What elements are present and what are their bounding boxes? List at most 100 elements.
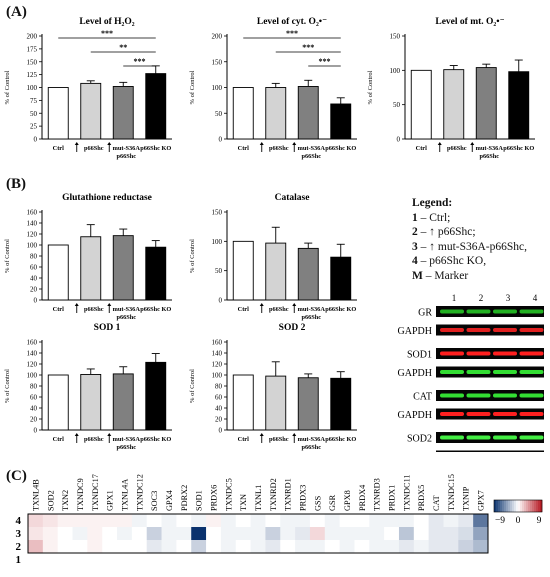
colorbar-cell xyxy=(514,500,517,512)
bar xyxy=(145,246,167,301)
chart-h2o2: Level of H₂O₂ % of Control 0 25 50 75 100 125 15… xyxy=(4,17,172,160)
heatmap-cell xyxy=(250,540,266,554)
lane-label: 2 xyxy=(479,293,484,303)
heatmap-column-label: TXNL4A xyxy=(120,479,129,511)
y-tick-label: 50 xyxy=(30,110,38,118)
x-tick-label: p66Shc KO xyxy=(325,306,356,313)
heatmap-cell xyxy=(102,540,118,554)
colorbar-cell xyxy=(540,500,543,512)
heatmap-cell xyxy=(443,553,459,567)
heatmap-cell xyxy=(280,527,296,541)
heatmap-column-label: TXN2 xyxy=(61,490,70,511)
heatmap-cell xyxy=(473,553,489,567)
heatmap-cell xyxy=(250,514,266,528)
y-axis-label: % of Control xyxy=(4,70,11,104)
colorbar-cell xyxy=(516,500,519,512)
heatmap-cell xyxy=(191,553,207,567)
blot-row-label: SOD2 xyxy=(407,434,432,445)
heatmap-cell xyxy=(42,514,59,528)
y-tick-label: 100 xyxy=(390,67,401,75)
chart-sod1: SOD 1 % of Control 0 20 40 60 80 100 120 140 160 Ct… xyxy=(4,323,172,451)
bar xyxy=(297,86,319,140)
x-tick-label: mut-S36A xyxy=(113,306,141,313)
y-tick-label: 20 xyxy=(30,416,38,424)
lane-label: 4 xyxy=(533,293,538,303)
heatmap-cell xyxy=(87,514,103,528)
y-axis-label: % of Control xyxy=(189,70,196,104)
heatmap-cell xyxy=(324,527,341,541)
colorbar-cell xyxy=(532,500,535,512)
blot-row-label: GAPDH xyxy=(398,368,432,379)
heatmap-cell xyxy=(87,553,103,567)
y-tick-label: 25 xyxy=(30,123,38,131)
x-tick-label: p66Shc xyxy=(116,314,136,321)
x-tick-label: Ctrl xyxy=(238,306,249,313)
heatmap-column-label: TXNDC5 xyxy=(224,478,233,511)
heatmap-cell xyxy=(324,514,341,528)
blot-band xyxy=(466,412,491,416)
heatmap-column-label: GSS xyxy=(313,495,322,511)
heatmap-cell xyxy=(324,553,341,567)
y-tick-label: 175 xyxy=(27,45,38,53)
heatmap-cell xyxy=(161,553,177,567)
heatmap-column-label: TXNL1 xyxy=(254,485,263,511)
y-tick-label: 0 xyxy=(219,427,223,435)
heatmap-cell xyxy=(176,527,192,541)
y-tick-label: 140 xyxy=(27,220,38,228)
colorbar-label: −9 xyxy=(495,516,505,526)
significance-label: *** xyxy=(134,57,146,66)
heatmap-cell xyxy=(131,514,148,528)
y-tick-label: 0 xyxy=(219,136,223,144)
heatmap-cell xyxy=(384,514,400,528)
heatmap-cell xyxy=(117,553,133,567)
colorbar-cell xyxy=(520,500,523,512)
y-tick-label: 0 xyxy=(397,136,401,144)
heatmap-cell xyxy=(295,527,311,541)
blot-band xyxy=(519,351,544,356)
y-tick-label: 60 xyxy=(30,264,38,272)
heatmap-column-label: PRDX1 xyxy=(388,485,397,511)
blot-band xyxy=(466,370,491,374)
colorbar-cell xyxy=(506,500,509,512)
chart-title: Catalase xyxy=(275,193,310,203)
x-tick-label: p66Shc xyxy=(447,145,467,152)
heatmap-column-label: GPX8 xyxy=(343,490,352,511)
x-tick-label: p66Shc KO xyxy=(325,436,356,443)
y-tick-label: 150 xyxy=(212,58,223,66)
up-arrow-head-icon xyxy=(74,433,79,436)
y-tick-label: 120 xyxy=(27,231,38,239)
y-tick-label: 140 xyxy=(27,350,38,358)
heatmap-cell xyxy=(369,553,385,567)
heatmap-column-label: TXNDC15 xyxy=(447,474,456,511)
heatmap-cell xyxy=(176,514,192,528)
y-tick-label: 200 xyxy=(212,33,223,41)
colorbar-cell xyxy=(494,500,497,512)
heatmap-cell xyxy=(250,527,266,541)
heatmap-column-label: PRDX3 xyxy=(299,485,308,511)
y-tick-label: 60 xyxy=(30,394,38,402)
legend-item: 1 – Ctrl; xyxy=(412,211,451,224)
colorbar-cell xyxy=(522,500,525,512)
y-axis-label: % of Control xyxy=(4,239,11,273)
heatmap-cell xyxy=(339,540,355,554)
bar xyxy=(330,377,352,431)
y-tick-label: 160 xyxy=(27,209,38,217)
heatmap-cell xyxy=(42,540,59,554)
y-tick-label: 40 xyxy=(30,275,38,283)
bar xyxy=(330,256,352,301)
heatmap-cell xyxy=(102,514,118,528)
heatmap-cell xyxy=(443,514,459,528)
heatmap-cell xyxy=(57,553,73,567)
y-tick-label: 120 xyxy=(212,361,223,369)
heatmap-cell xyxy=(398,553,415,567)
blot-band xyxy=(466,309,491,314)
heatmap-cell xyxy=(117,527,133,541)
significance-label: *** xyxy=(101,29,113,38)
heatmap-cell xyxy=(28,553,44,567)
heatmap-cell xyxy=(146,553,162,567)
western-blot: 1234GRGAPDHSOD1GAPDHCATGAPDHSOD2GAPDH xyxy=(398,293,544,452)
heatmap-cell xyxy=(206,553,222,567)
bar xyxy=(443,69,465,140)
heatmap-cell xyxy=(206,527,222,541)
up-arrow-head-icon xyxy=(292,142,297,145)
